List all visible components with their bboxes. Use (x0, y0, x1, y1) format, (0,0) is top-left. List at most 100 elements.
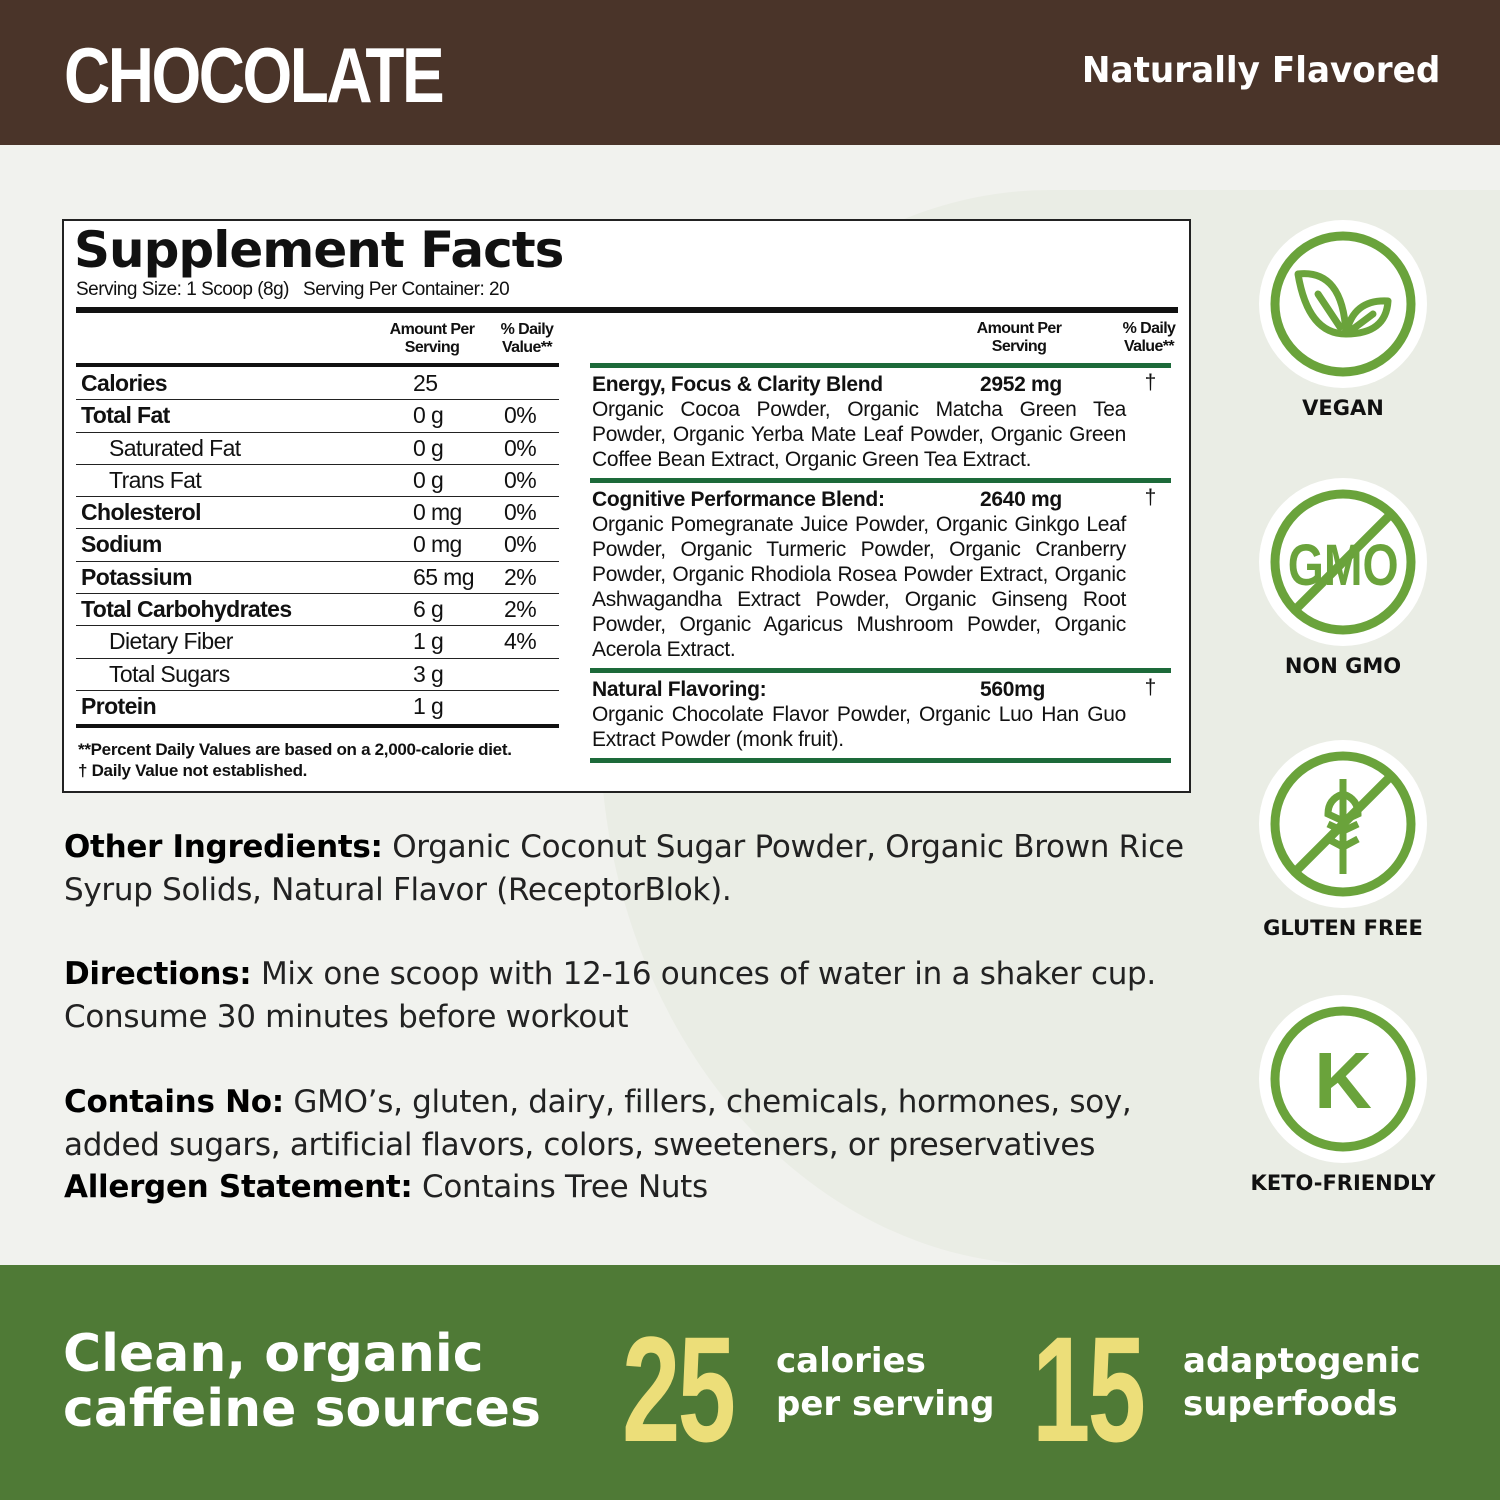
green-divider (590, 363, 1171, 368)
blend-ingredients: Organic Cocoa Powder, Organic Matcha Gre… (592, 398, 1126, 471)
nutrient-name: Calories (81, 370, 168, 396)
divider (76, 724, 559, 728)
nutrient-row: Sodium 0 mg 0% (76, 529, 559, 562)
badge-keto: K KETO-FRIENDLY (1251, 995, 1435, 1195)
no-gmo-icon: GMO (1270, 489, 1416, 635)
blend-ingredients: Organic Chocolate Flavor Powder, Organic… (592, 703, 1126, 751)
divider (76, 363, 559, 367)
col-amount-right: Amount Per Serving (976, 320, 1062, 355)
blend-dv: † (1144, 676, 1157, 699)
header-banner: CHOCOLATE Naturally Flavored (0, 0, 1500, 145)
nutrient-row: Protein 1 g (76, 691, 559, 723)
serving-info: Serving Size: 1 Scoop (8g) Serving Per Co… (76, 279, 523, 301)
blend-row: Natural Flavoring: 560mg † Organic Chocolat… (590, 673, 1171, 758)
nutrient-dv: 0% (504, 402, 537, 429)
blend-row: Cognitive Performance Blend: 2640 mg † Orga… (590, 483, 1171, 668)
nutrient-amount: 1 g (413, 692, 444, 719)
serving-size: Serving Size: 1 Scoop (8g) (76, 279, 290, 300)
blend-table: Energy, Focus & Clarity Blend 2952 mg † Org… (590, 363, 1171, 763)
badge-label: KETO-FRIENDLY (1250, 1171, 1436, 1195)
nutrient-amount: 6 g (413, 596, 444, 623)
svg-text:K: K (1314, 1036, 1372, 1125)
blend-amount: 560mg (980, 678, 1046, 701)
nutrient-table: Calories 25 Total Fat 0 g 0% Saturated Fat 0 g… (76, 368, 559, 723)
nutrient-amount: 0 g (413, 434, 444, 461)
facts-title: Supplement Facts (74, 221, 564, 279)
badge-vegan: VEGAN (1258, 220, 1428, 420)
nutrient-amount: 65 mg (413, 563, 475, 590)
nutrient-row: Trans Fat 0 g 0% (76, 465, 559, 498)
nutrient-row: Total Carbohydrates 6 g 2% (76, 594, 559, 627)
nutrient-name: Sodium (81, 531, 162, 558)
badge-label: NON GMO (1284, 654, 1402, 678)
blend-amount: 2640 mg (980, 488, 1062, 511)
nutrient-amount: 1 g (413, 628, 444, 655)
blend-dv: † (1144, 371, 1157, 394)
blend-dv: † (1144, 486, 1157, 509)
supplement-facts-panel: Supplement Facts Serving Size: 1 Scoop (… (62, 219, 1191, 793)
keto-icon: K (1270, 1006, 1416, 1152)
nutrient-amount: 0 g (413, 466, 444, 493)
nutrient-amount: 0 mg (413, 499, 462, 526)
nutrient-row: Potassium 65 mg 2% (76, 562, 559, 595)
stat-superfoods-caption: adaptogenic superfoods (1183, 1341, 1421, 1424)
nutrient-name: Cholesterol (81, 499, 202, 526)
nutrient-row: Dietary Fiber 1 g 4% (76, 626, 559, 659)
nutrient-amount: 0 g (413, 402, 444, 429)
blend-amount: 2952 mg (980, 373, 1062, 396)
flavor-subtitle: Naturally Flavored (1081, 50, 1440, 91)
blend-row: Energy, Focus & Clarity Blend 2952 mg † Org… (590, 368, 1171, 478)
servings-per-container: Serving Per Container: 20 (303, 279, 510, 300)
green-divider (590, 668, 1171, 673)
nutrient-amount: 3 g (413, 660, 444, 687)
footer-band: Clean, organic caffeine sources 25 calori… (0, 1265, 1500, 1500)
col-amount: Amount Per Serving (389, 321, 475, 356)
col-dv-right: % Daily Value** (1122, 320, 1176, 355)
badge-label: GLUTEN FREE (1263, 916, 1423, 940)
blend-ingredients: Organic Pomegranate Juice Powder, Organi… (592, 513, 1126, 661)
nutrient-name: Total Carbohydrates (81, 596, 292, 623)
nutrient-dv: 4% (504, 628, 537, 655)
footnote: **Percent Daily Values are based on a 2,… (78, 740, 512, 759)
blend-name: Energy, Focus & Clarity Blend (592, 373, 883, 396)
stat-superfoods: 15 (1032, 1305, 1146, 1473)
nutrient-dv: 0% (504, 466, 537, 493)
nutrient-row: Saturated Fat 0 g 0% (76, 433, 559, 465)
footnotes: **Percent Daily Values are based on a 2,… (78, 739, 512, 781)
green-divider (590, 478, 1171, 483)
footnote: † Daily Value not established. (78, 761, 308, 780)
nutrient-name: Total Sugars (109, 660, 230, 687)
nutrient-name: Trans Fat (109, 466, 202, 493)
col-dv: % Daily Value** (500, 321, 554, 356)
no-wheat-icon (1270, 751, 1416, 897)
nutrient-name: Saturated Fat (109, 434, 241, 461)
divider (76, 307, 1178, 313)
stat-calories-caption: calories per serving (776, 1341, 995, 1424)
nutrient-dv: 0% (504, 531, 537, 558)
stat-calories: 25 (622, 1305, 736, 1473)
green-divider (590, 758, 1171, 763)
nutrient-name: Total Fat (81, 402, 170, 429)
nutrient-dv: 0% (504, 499, 537, 526)
nutrient-amount: 25 (413, 370, 438, 396)
nutrient-amount: 0 mg (413, 531, 462, 558)
nutrient-row: Calories 25 (76, 368, 559, 401)
badge-non-gmo: GMO NON GMO (1258, 478, 1428, 678)
nutrient-row: Cholesterol 0 mg 0% (76, 497, 559, 530)
leaf-icon (1270, 231, 1416, 377)
flavor-title: CHOCOLATE (64, 31, 445, 119)
badge-label: VEGAN (1302, 396, 1384, 420)
nutrient-dv: 2% (504, 596, 537, 623)
badge-gluten-free: GLUTEN FREE (1258, 740, 1428, 940)
directions: Directions: Mix one scoop with 12-16 oun… (64, 956, 1156, 1035)
contains-no: Contains No: GMO’s, gluten, dairy, fille… (64, 1084, 1132, 1163)
nutrient-name: Dietary Fiber (109, 628, 233, 655)
svg-text:GMO: GMO (1288, 533, 1399, 598)
nutrient-row: Total Fat 0 g 0% (76, 400, 559, 433)
nutrient-dv: 0% (504, 434, 537, 461)
nutrient-name: Protein (81, 692, 157, 719)
nutrient-row: Total Sugars 3 g (76, 659, 559, 691)
other-ingredients: Other Ingredients: Organic Coconut Sugar… (64, 829, 1184, 908)
blend-name: Cognitive Performance Blend: (592, 488, 885, 511)
headline: Clean, organic caffeine sources (63, 1324, 541, 1439)
